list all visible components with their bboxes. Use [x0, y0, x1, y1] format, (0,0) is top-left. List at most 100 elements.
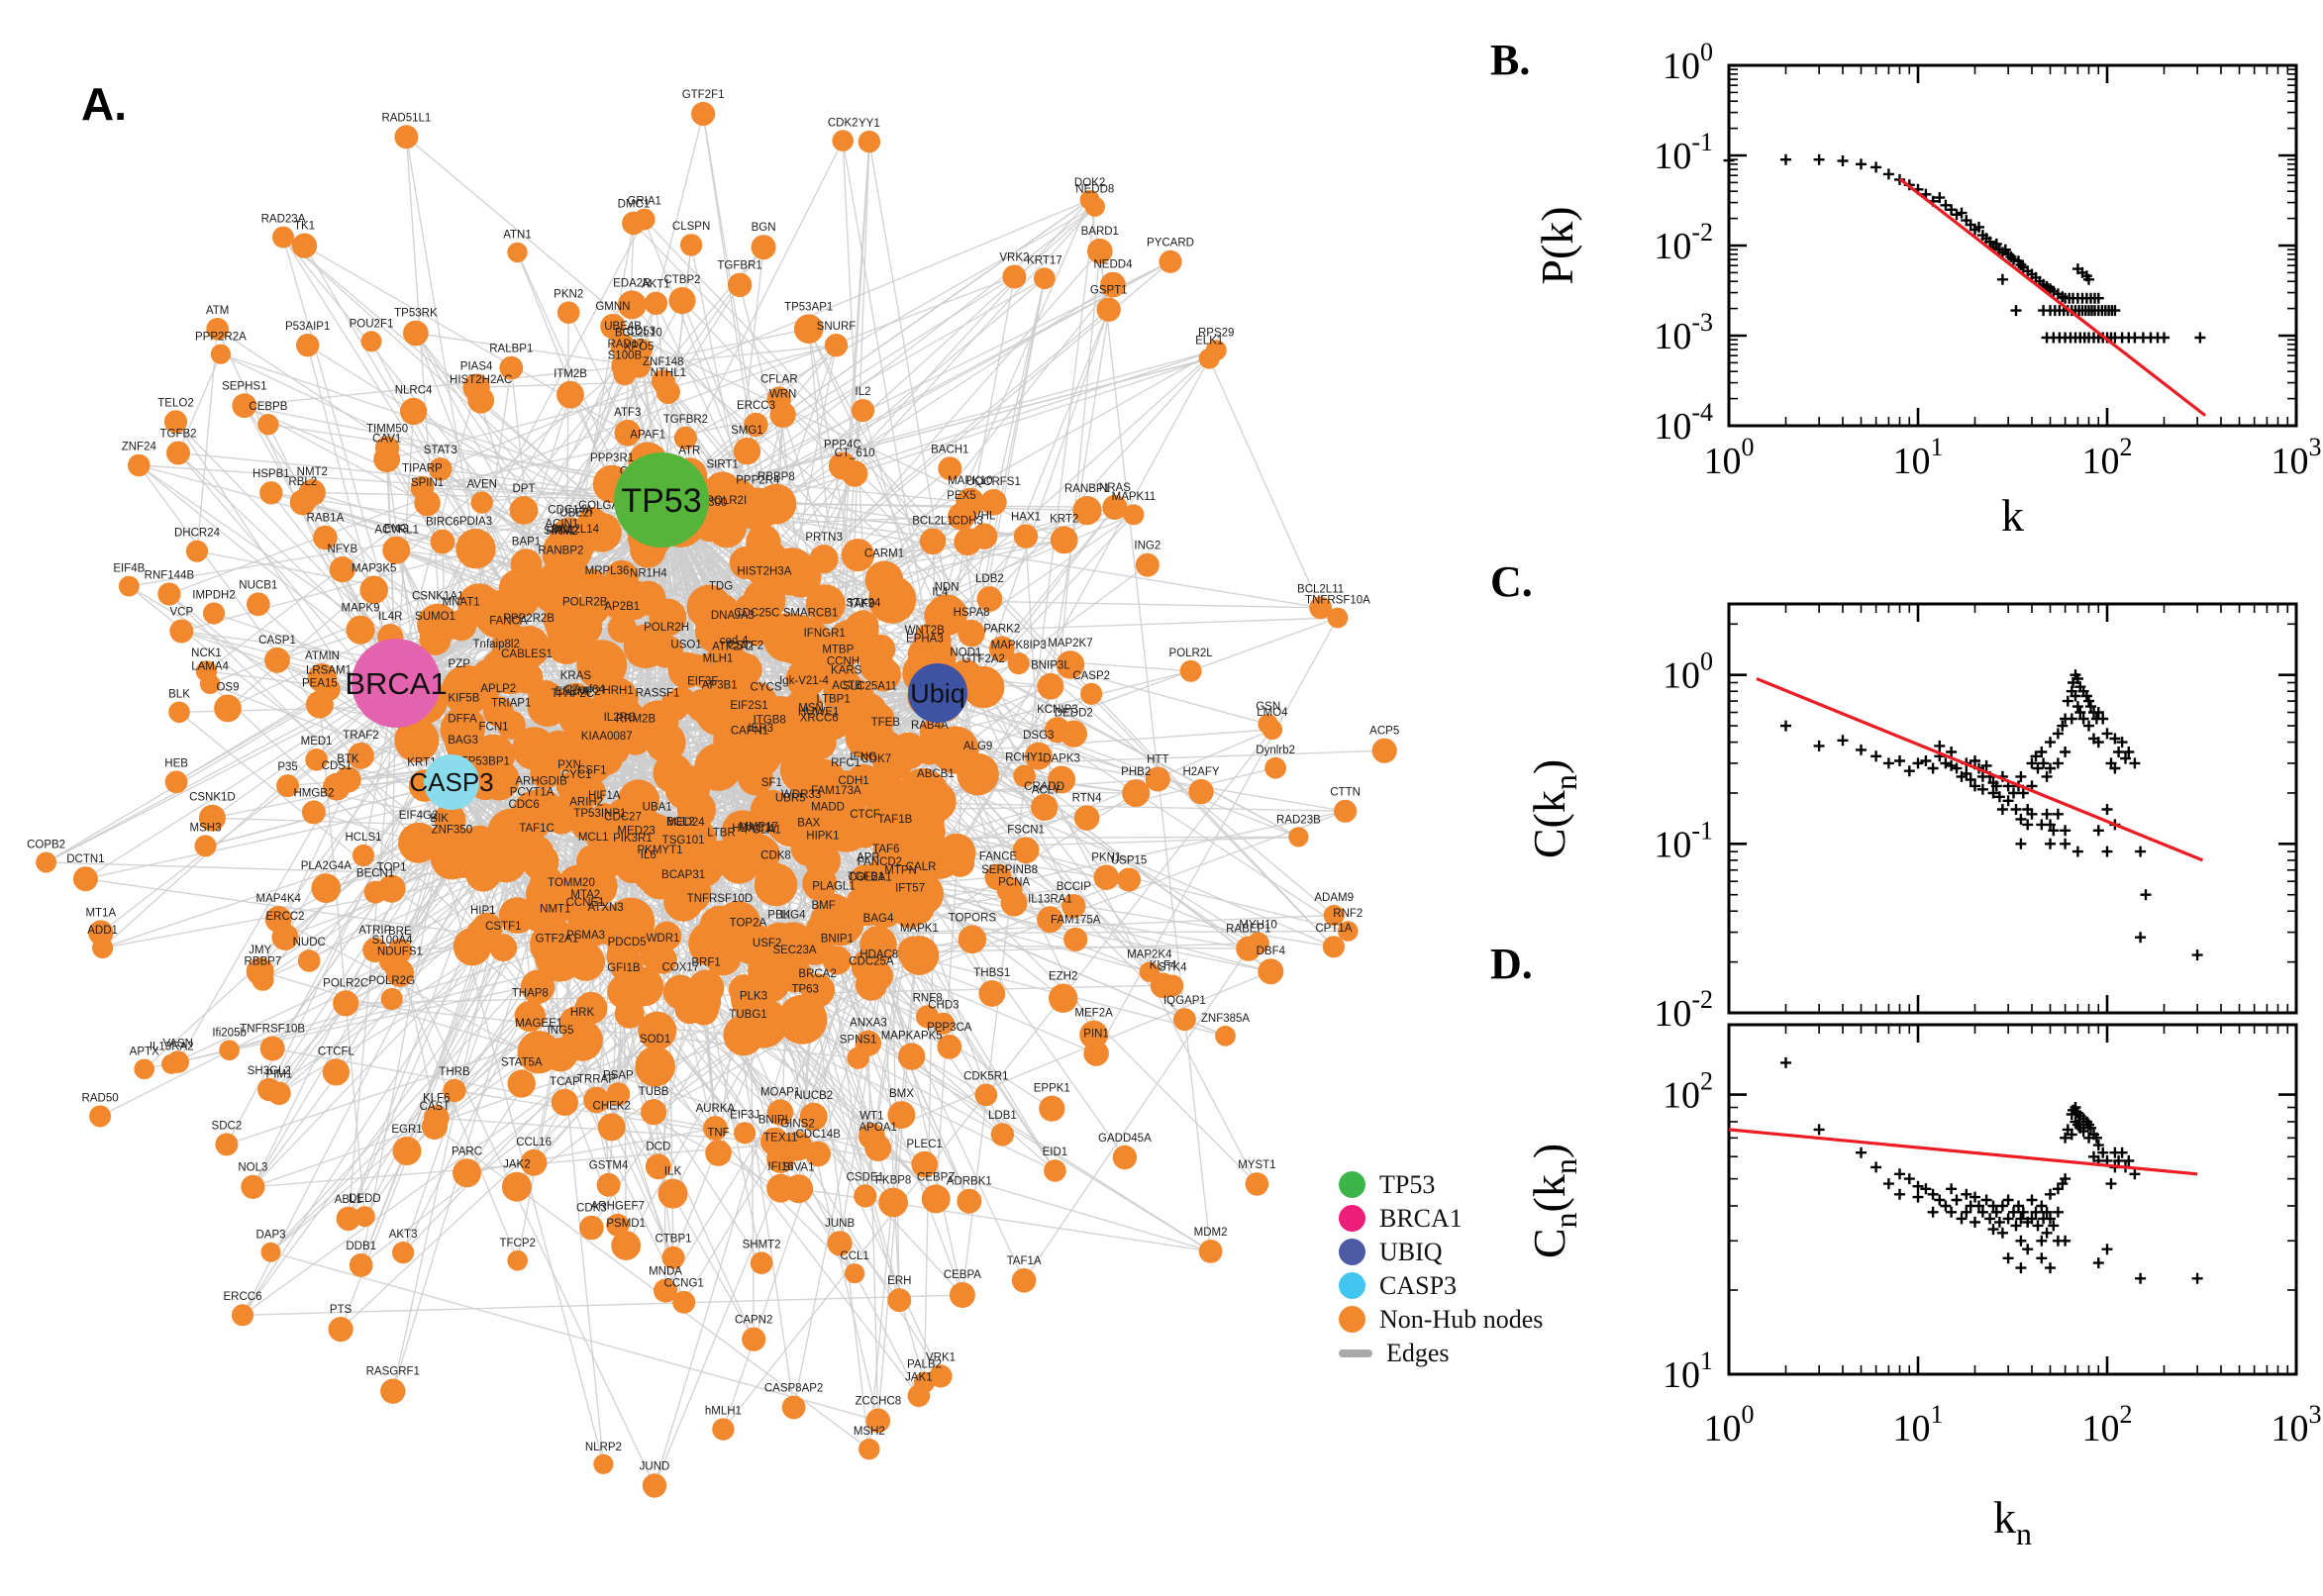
panel-b-label: B. — [1490, 36, 1531, 84]
network-node — [296, 334, 320, 357]
network-node — [430, 529, 455, 554]
network-node — [380, 987, 403, 1011]
legend-label: UBIQ — [1379, 1238, 1443, 1266]
network-node — [443, 1078, 466, 1103]
legend-dot-icon — [1339, 1171, 1365, 1198]
network-node — [755, 696, 806, 747]
network-node-label: P53AIP1 — [285, 321, 330, 333]
network-node-label: ZNF148 — [643, 356, 684, 368]
network-edge — [270, 1251, 878, 1422]
network-node-label: CABLES1 — [501, 648, 553, 660]
network-node-label: BMF — [811, 900, 835, 912]
network-node-label: ILK — [664, 1166, 682, 1178]
network-node — [1096, 297, 1121, 322]
network-node — [399, 397, 428, 426]
network-node — [929, 1364, 953, 1388]
network-node-label: MAGEE1 — [515, 1018, 562, 1030]
network-node — [1048, 765, 1076, 794]
network-node — [897, 936, 930, 969]
legend-dot-icon — [1339, 1272, 1365, 1299]
network-node-label: APP — [857, 852, 879, 864]
network-edge — [395, 682, 605, 1464]
network-node-label: CTTN — [1330, 787, 1361, 799]
network-node — [827, 1231, 853, 1256]
network-node-label: TAF6 — [872, 844, 899, 855]
network-node-label: IL2 — [856, 386, 871, 398]
network-node — [246, 592, 270, 617]
network-node — [382, 536, 411, 564]
y-tick-label: 10-3 — [1654, 308, 1713, 357]
network-node-label: MAPKAPK5 — [881, 1030, 943, 1042]
chart-frame — [1727, 1023, 2298, 1376]
network-node-label: ING2 — [1134, 541, 1161, 552]
network-node — [769, 401, 796, 428]
network-node — [271, 923, 299, 950]
network-node-label: MYH10 — [1239, 920, 1276, 932]
network-node — [202, 602, 226, 625]
network-node — [558, 1006, 593, 1041]
network-node-label: MED1 — [301, 736, 333, 748]
network-node-label: CDK7 — [860, 753, 891, 765]
network-node — [878, 1187, 908, 1218]
network-node — [329, 556, 355, 583]
network-node — [514, 1000, 546, 1033]
network-node-label: ZNF350 — [432, 824, 473, 836]
network-node-label: FANCD2 — [858, 856, 902, 868]
network-node — [795, 927, 835, 965]
network-node — [392, 1137, 422, 1165]
network-node — [841, 539, 875, 572]
network-node-label: CTCFL — [318, 1046, 355, 1057]
network-node-label: EFEMP2 — [556, 686, 601, 698]
network-node-label: RPS29 — [1198, 327, 1234, 339]
network-edge — [85, 682, 397, 880]
network-node-label: HIF1A — [588, 790, 621, 802]
network-node — [291, 233, 318, 258]
network-node — [1323, 904, 1345, 927]
network-node — [352, 844, 375, 867]
network-node — [1007, 652, 1030, 675]
network-edge — [242, 1294, 962, 1316]
network-node — [354, 1206, 375, 1228]
network-node — [874, 837, 908, 870]
network-node — [898, 1043, 926, 1070]
network-node-label: KIF5B — [448, 692, 479, 704]
network-node-label: MSH3 — [190, 822, 222, 834]
network-node — [626, 353, 652, 378]
network-node-label: PPP2R2A — [195, 332, 247, 344]
network-node — [455, 710, 486, 740]
network-node — [868, 575, 917, 624]
network-node-label: ARIH2 — [569, 796, 603, 808]
network-node-label: RAB4A — [911, 720, 949, 732]
network-node-label: DCTN1 — [66, 853, 104, 865]
network-node-label: RFC1 — [831, 757, 860, 769]
network-node — [512, 790, 556, 834]
network-node-label: BNIP1 — [821, 934, 854, 946]
network-node-label: VRK2 — [999, 252, 1029, 264]
network-node-label: RAD23B — [1276, 814, 1321, 826]
network-node — [645, 1153, 671, 1180]
network-node-label: ATN1 — [503, 230, 532, 242]
legend-item-nonhub: Non-Hub nodes — [1339, 1306, 1543, 1333]
network-node — [313, 525, 338, 550]
network-node — [335, 766, 361, 793]
network-node — [783, 786, 833, 835]
network-node — [1198, 1240, 1223, 1263]
network-node — [1179, 659, 1202, 682]
legend-label: TP53 — [1379, 1170, 1436, 1199]
network-node-label: BECN1 — [356, 868, 394, 880]
network-node-label: TGFBR1 — [717, 260, 761, 272]
network-node-label: DSG3 — [1023, 730, 1054, 742]
network-node-label: CAPN2 — [735, 1315, 772, 1327]
legend-label: BRCA1 — [1379, 1204, 1463, 1233]
network-node-label: NMT2 — [297, 466, 328, 478]
hub-node-brca1 — [352, 639, 441, 728]
network-node — [914, 816, 946, 848]
network-node — [911, 1150, 938, 1178]
network-node — [530, 921, 577, 968]
network-node — [962, 665, 1005, 709]
network-node-label: NOD1 — [950, 647, 981, 658]
network-node-label: CDC25A — [849, 956, 894, 968]
network-node-label: NRAS — [1099, 482, 1131, 494]
network-node-label: FANCA — [489, 616, 528, 628]
network-node-label: IL6 — [641, 849, 656, 861]
